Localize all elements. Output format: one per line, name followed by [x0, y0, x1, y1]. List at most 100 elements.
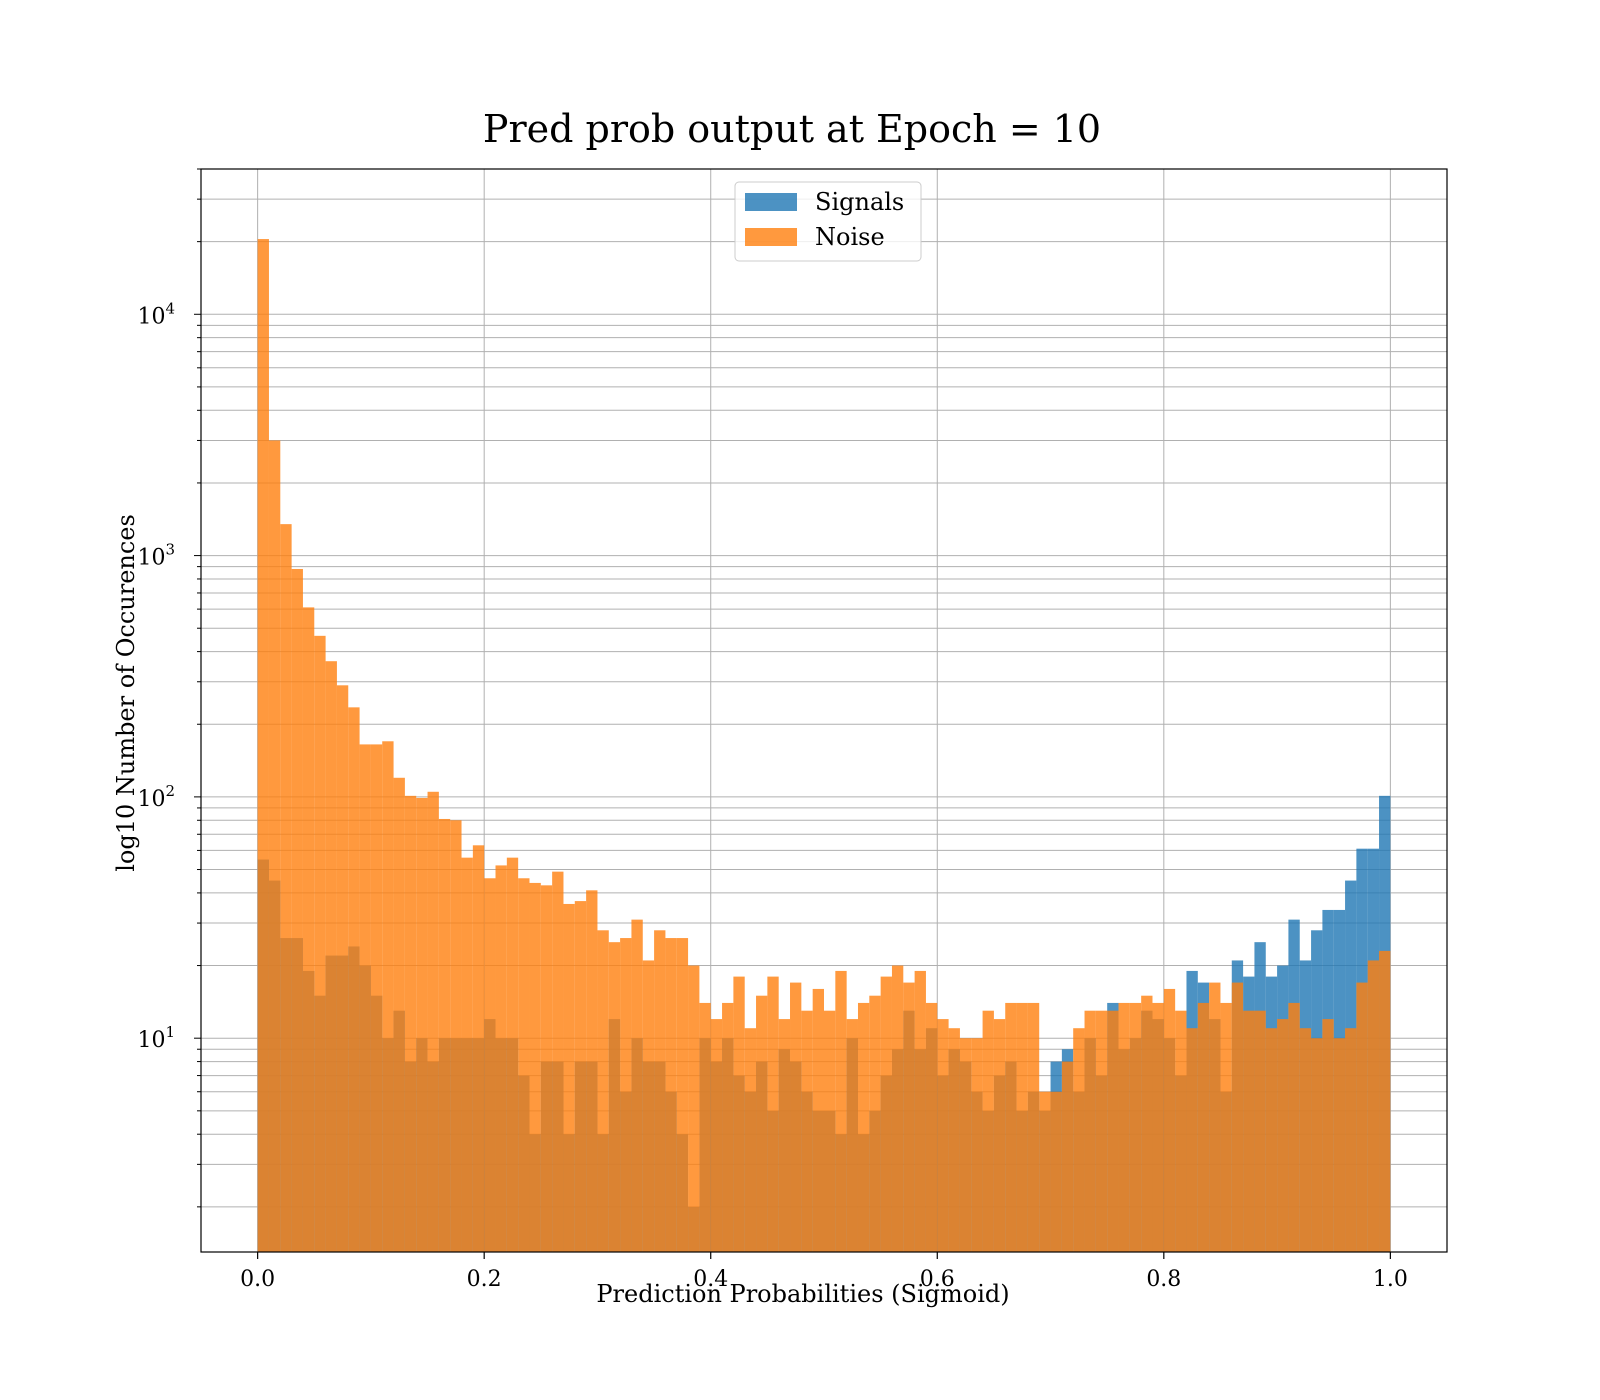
bar-noise [461, 857, 473, 1252]
bar-noise [846, 1019, 858, 1252]
bar-noise [1186, 1028, 1198, 1252]
bar-noise [1288, 1002, 1300, 1252]
bar-noise [404, 795, 417, 1252]
y-tick-exponent: 4 [165, 299, 175, 317]
bar-noise [1356, 982, 1368, 1252]
bar-noise [438, 818, 451, 1252]
bar-noise [1152, 1002, 1164, 1252]
bar-noise [1016, 1002, 1028, 1252]
bar-noise [1095, 1010, 1108, 1252]
legend-swatch-noise [745, 228, 797, 246]
bar-noise [450, 820, 462, 1252]
bar-noise [359, 744, 371, 1252]
bar-noise [1231, 982, 1244, 1252]
bar-noise [257, 239, 269, 1252]
y-tick-label: 102 [137, 782, 175, 812]
legend-label-noise: Noise [815, 223, 885, 251]
y-tick-label: 103 [137, 541, 175, 571]
bar-noise [608, 942, 621, 1252]
bar-noise [812, 988, 824, 1252]
bar-noise [597, 930, 609, 1252]
bar-noise [1107, 1010, 1119, 1252]
bar-noise [688, 965, 700, 1252]
x-tick-label: 0.4 [693, 1267, 728, 1292]
x-tick-label: 0.6 [920, 1267, 955, 1292]
bar-noise [1220, 1002, 1232, 1252]
bar-noise [1197, 1002, 1210, 1252]
bar-noise [654, 930, 666, 1252]
bar-noise [891, 965, 904, 1252]
bar-noise [642, 960, 655, 1252]
bar-noise [1005, 1002, 1017, 1252]
bar-noise [484, 878, 496, 1252]
bar-noise [1129, 1002, 1142, 1252]
legend-swatch-signals [745, 193, 797, 211]
bar-noise [1379, 950, 1391, 1252]
bar-noise [631, 919, 643, 1252]
bar-noise [937, 1019, 949, 1252]
bar-noise [869, 995, 881, 1252]
bar-noise [744, 1028, 757, 1252]
y-axis-label: log10 Number of Occurences [112, 514, 140, 872]
bar-noise [1073, 1028, 1085, 1252]
x-axis-label: Prediction Probabilities (Sigmoid) [596, 1280, 1009, 1308]
bar-noise [880, 976, 892, 1252]
bar-noise [914, 970, 926, 1252]
bar-noise [574, 901, 587, 1252]
bar-noise [348, 707, 360, 1252]
bar-noise [620, 938, 632, 1252]
bar-noise [268, 440, 281, 1252]
y-tick-exponent: 2 [165, 782, 175, 800]
legend-label-signals: Signals [815, 188, 904, 216]
bar-noise [993, 1019, 1006, 1252]
plot-frame [200, 168, 1448, 1253]
x-tick-label: 1.0 [1373, 1267, 1408, 1292]
bar-noise [1027, 1002, 1040, 1252]
y-tick-exponent: 3 [165, 541, 175, 559]
bar-noise [835, 970, 847, 1252]
bar-noise [1209, 982, 1221, 1252]
bar-noise [336, 685, 349, 1252]
bar-noise [1277, 1019, 1289, 1252]
bar-noise [801, 1010, 813, 1252]
bar-noise [416, 797, 428, 1252]
y-tick-label: 101 [137, 1023, 175, 1053]
bar-noise [959, 1038, 972, 1252]
bars [257, 239, 1391, 1252]
bar-noise [1243, 1010, 1255, 1252]
x-tick-label: 0.8 [1146, 1267, 1181, 1292]
axis-ticks: 0.0 0.2 0.4 0.6 0.8 1.0 101 102 103 104 [137, 168, 1408, 1292]
bar-noise [733, 976, 745, 1252]
bar-noise [280, 524, 292, 1252]
bar-noise [302, 607, 315, 1252]
bar-noise [722, 1002, 734, 1252]
bar-noise [1175, 1010, 1187, 1252]
chart-title: Pred prob output at Epoch = 10 [483, 107, 1101, 151]
bar-noise [314, 635, 326, 1252]
bar-noise [382, 741, 394, 1252]
bar-noise [563, 903, 575, 1252]
bar-noise [1322, 1019, 1334, 1252]
bar-noise [1061, 1061, 1074, 1252]
bar-noise [370, 744, 383, 1252]
bar-noise [903, 982, 915, 1252]
bar-noise [824, 1010, 836, 1252]
bar-noise [325, 661, 337, 1252]
bar-noise [1254, 1010, 1266, 1252]
bar-noise [710, 1019, 723, 1252]
bar-noise [676, 938, 689, 1252]
bar-noise [1039, 1091, 1051, 1252]
bar-noise [1084, 1010, 1096, 1252]
bar-noise [778, 1019, 791, 1252]
bar-noise [540, 885, 553, 1252]
bar-noise [291, 568, 303, 1252]
legend: Signals Noise [734, 181, 922, 262]
bar-noise [552, 871, 564, 1252]
y-tick-exponent: 1 [165, 1023, 175, 1041]
bar-noise [472, 845, 485, 1252]
bar-noise [1050, 1091, 1062, 1252]
bar-noise [427, 791, 439, 1252]
bar-noise [1141, 995, 1153, 1252]
bar-noise [1311, 1038, 1323, 1252]
bar-noise [529, 882, 541, 1252]
